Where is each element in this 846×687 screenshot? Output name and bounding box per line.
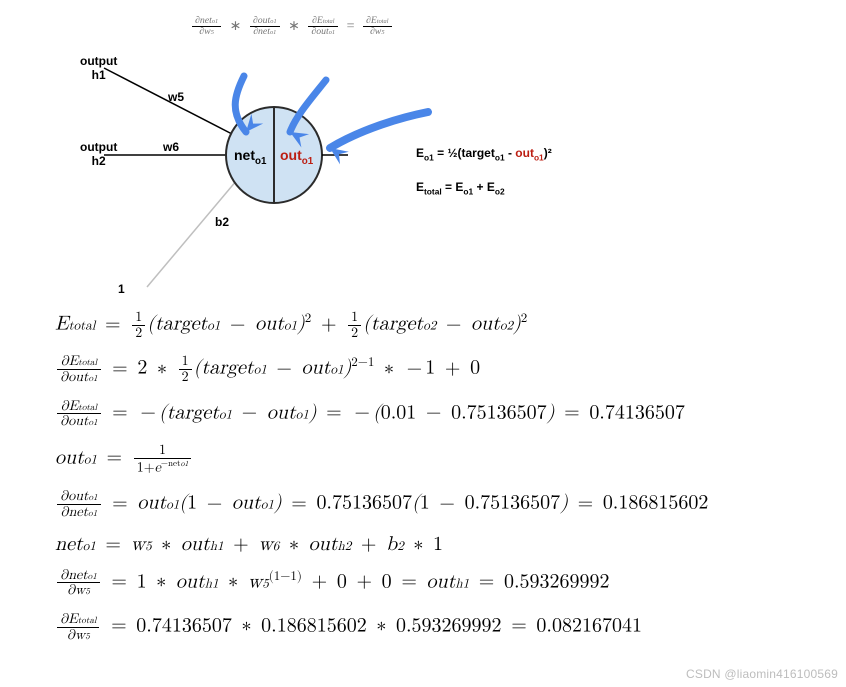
label-net-o1: neto1: [234, 147, 266, 167]
eq-line-2: ∂Etotal∂outo1 = 2 ∗ 12(targeto1 − outo1)…: [55, 354, 815, 384]
eq-line-1: Etotal = 12(targeto1 − outo1)2 + 12(targ…: [55, 310, 815, 340]
eq-line-7: ∂neto1∂w5 = 1 ∗ outh1 ∗ w5(1−1) + 0 + 0 …: [55, 568, 815, 598]
eq-line-4: outo1 = 11+e−neto1: [55, 443, 815, 475]
label-out-o1: outo1: [280, 147, 313, 167]
eq-error-o1: Eo1 = ½(targeto1 - outo1)²: [416, 146, 552, 162]
label-one: 1: [118, 282, 125, 296]
eq-line-3: ∂Etotal∂outo1 = −(targeto1 − outo1) = −(…: [55, 399, 815, 429]
edge-b2: [147, 180, 237, 287]
derivation-equations: Etotal = 12(targeto1 − outo1)2 + 12(targ…: [55, 310, 815, 656]
eq-line-6: neto1 = w5 ∗ outh1 + w6 ∗ outh2 + b2 ∗ 1: [55, 534, 815, 554]
eq-error-total: Etotal = Eo1 + Eo2: [416, 180, 505, 196]
label-output-h2: output h2: [80, 140, 117, 168]
backprop-arrow-3: [330, 112, 428, 148]
label-output-h1: output h1: [80, 54, 117, 82]
eq-line-8: ∂Etotal∂w5 = 0.74136507 ∗ 0.186815602 ∗ …: [55, 612, 815, 642]
label-b2: b2: [215, 215, 229, 229]
watermark: CSDN @liaomin416100569: [686, 667, 838, 681]
arrow-tip-3: [330, 148, 349, 164]
label-w5: w5: [168, 90, 184, 104]
chain-rule-equation: ∂neto1∂w5 ∗ ∂outo1∂neto1 ∗ ∂Etotal∂outo1…: [190, 16, 394, 38]
label-w6: w6: [163, 140, 179, 154]
eq-line-5: ∂outo1∂neto1 = outo1(1 − outo1) = 0.7513…: [55, 489, 815, 519]
